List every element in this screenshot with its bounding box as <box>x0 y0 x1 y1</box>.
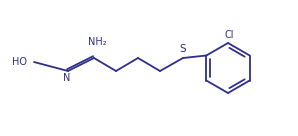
Text: NH₂: NH₂ <box>88 37 106 47</box>
Text: Cl: Cl <box>224 30 234 40</box>
Text: S: S <box>180 44 186 54</box>
Text: HO: HO <box>12 57 27 67</box>
Text: N: N <box>63 73 71 83</box>
